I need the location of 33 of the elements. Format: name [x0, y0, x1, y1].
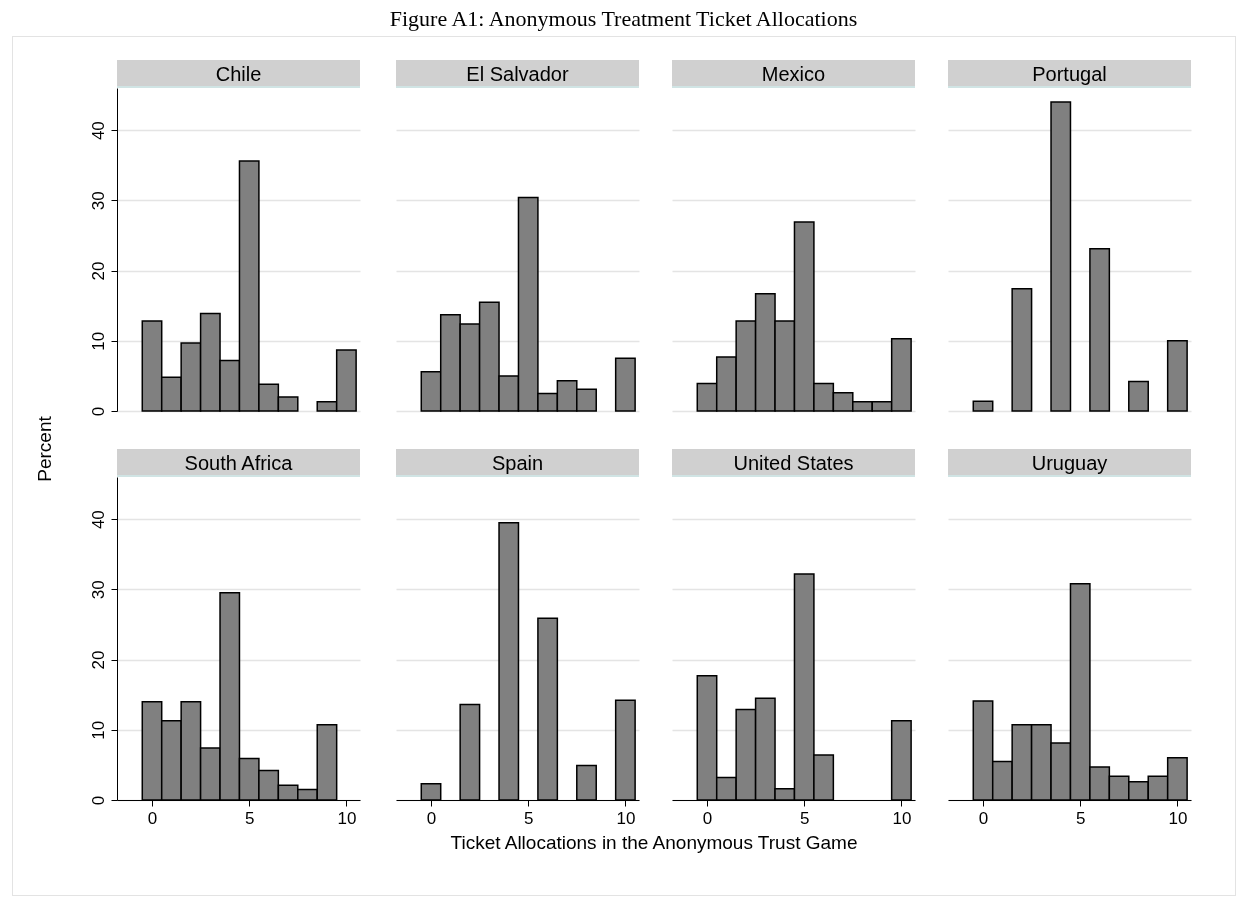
y-tick-label: 10: [88, 720, 108, 740]
x-tick-label: 0: [978, 808, 989, 828]
chart-title: Mexico: [672, 60, 915, 88]
y-tick-label: 40: [88, 121, 108, 141]
x-tick-label: 0: [147, 808, 158, 828]
y-tick-label: 40: [88, 510, 108, 530]
chart-title: United States: [672, 449, 915, 477]
text: Figure A1: Anonymous Treatment Ticket Allocations: [388, 6, 859, 32]
x-tick-label: 0: [426, 808, 437, 828]
x-tick-label: 5: [1075, 808, 1086, 828]
text: Ticket Allocations in the Anonymous Trust Game: [449, 832, 859, 854]
chart-title: South Africa: [117, 449, 360, 477]
x-tick-label: 5: [244, 808, 255, 828]
chart-title: El Salvador: [396, 60, 639, 88]
x-tick-label: 10: [1168, 808, 1188, 828]
y-tick-label: 20: [88, 261, 108, 281]
x-tick-label: 5: [799, 808, 810, 828]
y-tick-label: 0: [88, 795, 108, 806]
x-tick-label: 10: [616, 808, 636, 828]
x-tick-label: 5: [523, 808, 534, 828]
y-tick-label: 20: [88, 650, 108, 670]
x-tick-label: 10: [337, 808, 357, 828]
chart-title: Uruguay: [948, 449, 1191, 477]
text: Percent: [34, 415, 56, 484]
chart-title: Chile: [117, 60, 360, 88]
x-tick-label: 10: [892, 808, 912, 828]
chart-title: Portugal: [948, 60, 1191, 88]
y-tick-label: 30: [88, 191, 108, 211]
y-tick-label: 10: [88, 331, 108, 351]
y-tick-label: 0: [88, 406, 108, 417]
chart-title: Spain: [396, 449, 639, 477]
x-tick-label: 0: [702, 808, 713, 828]
y-tick-label: 30: [88, 580, 108, 600]
